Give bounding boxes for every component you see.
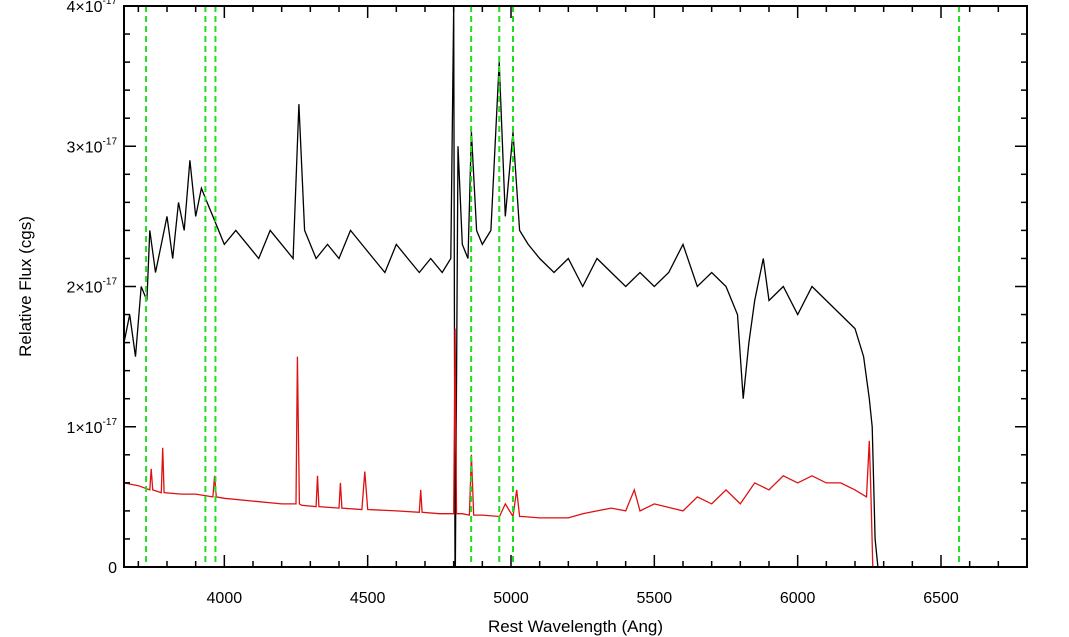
y-tick-label-1: 1×10-17 (67, 417, 118, 437)
axis-ticks (124, 5, 1028, 568)
x-tick-label-5500: 5500 (637, 590, 673, 607)
x-axis-title: Rest Wavelength (Ang) (488, 617, 663, 636)
x-tick-label-6500: 6500 (923, 590, 959, 607)
emission-line-markers (145, 6, 961, 567)
series-layer (124, 5, 1027, 567)
y-tick-label-3: 3×10-17 (67, 136, 118, 156)
x-tick-label-4000: 4000 (207, 590, 243, 607)
y-tick-label-4: 4×10-17 (67, 0, 118, 16)
y-tick-label-0: 0 (108, 560, 117, 577)
series-line-1 (124, 328, 1027, 567)
x-tick-label-5000: 5000 (493, 590, 529, 607)
y-tick-label-2: 2×10-17 (67, 277, 118, 297)
y-axis-title: Relative Flux (cgs) (16, 216, 35, 357)
x-tick-label-6000: 6000 (780, 590, 816, 607)
x-tick-label-4500: 4500 (350, 590, 386, 607)
tick-labels: 4000 4500 5000 5500 6000 6500 0 1×10-17 2×10-17 3… (67, 0, 959, 607)
plot-frame (123, 5, 1028, 568)
series-line-0 (124, 5, 1027, 567)
